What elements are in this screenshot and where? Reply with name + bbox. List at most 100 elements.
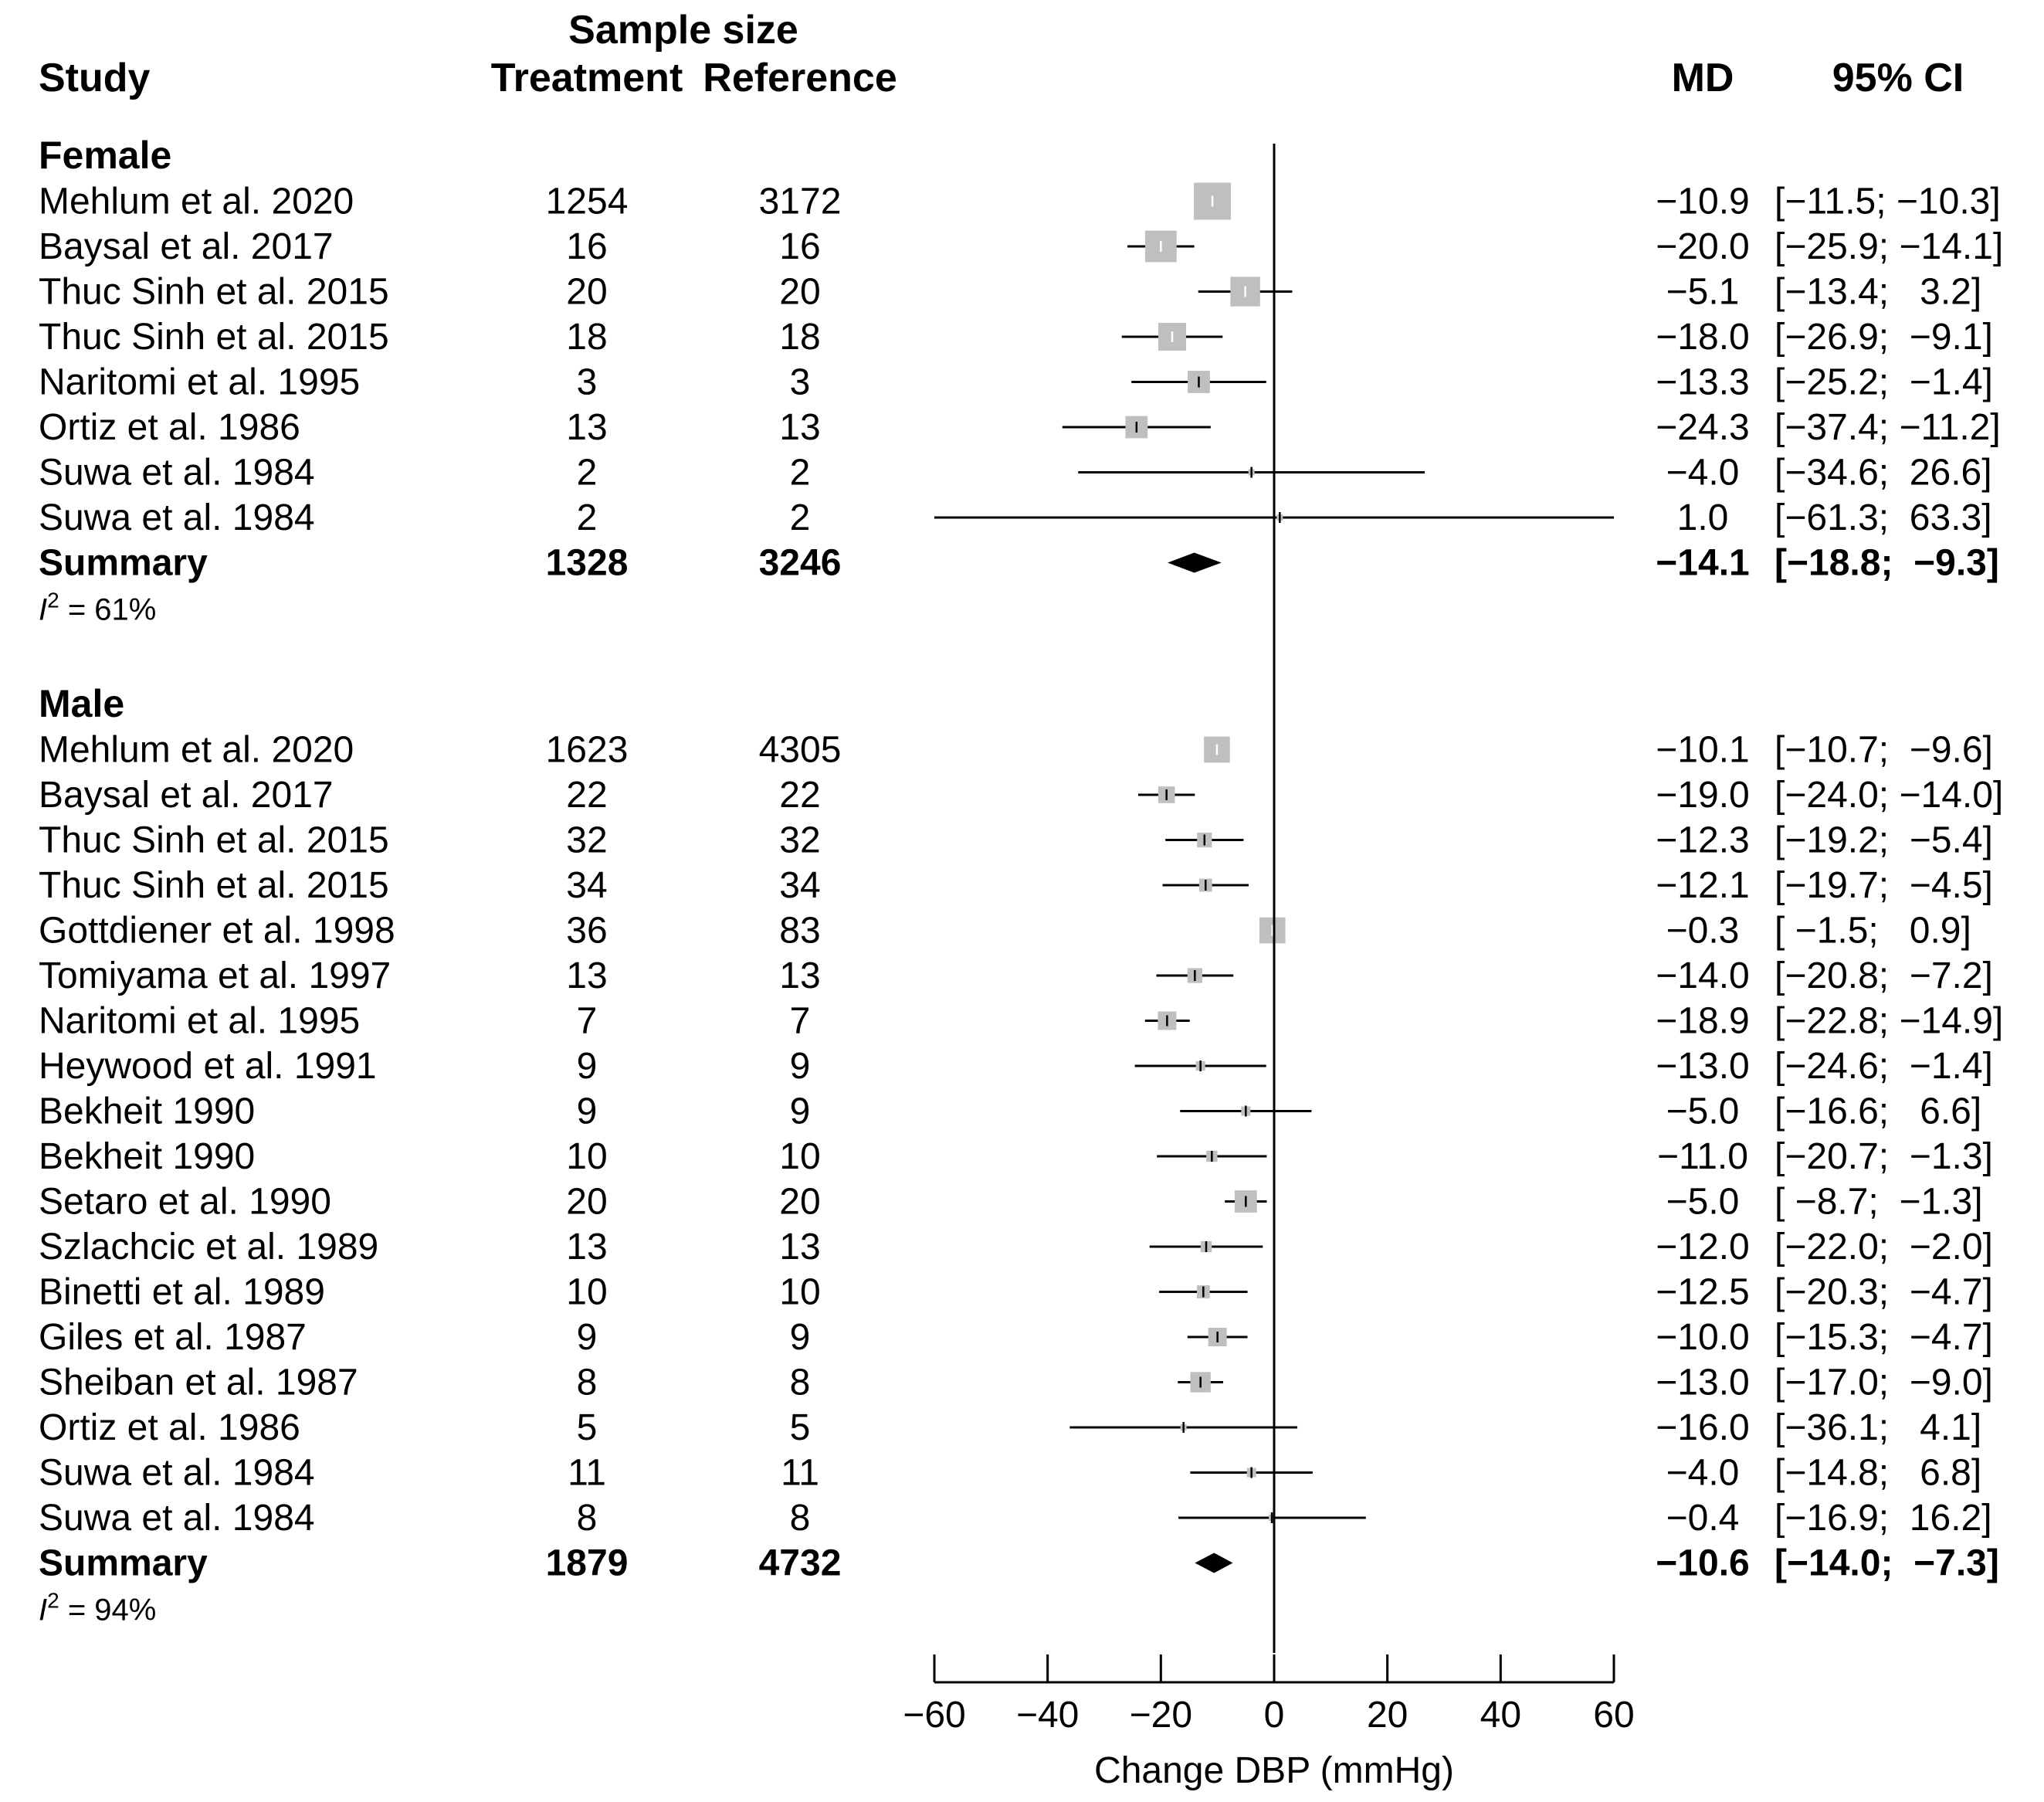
treatment-n: 9 bbox=[577, 1091, 598, 1132]
study-name: Sheiban et al. 1987 bbox=[39, 1363, 358, 1403]
md-value: −18.9 bbox=[1656, 1001, 1749, 1042]
treatment-n: 8 bbox=[577, 1363, 598, 1403]
treatment-n: 10 bbox=[566, 1272, 607, 1313]
reference-n: 3 bbox=[790, 362, 811, 403]
treatment-n: 18 bbox=[566, 317, 607, 358]
md-value: −11.0 bbox=[1657, 1136, 1748, 1177]
ci-value: [−37.4; −11.2] bbox=[1775, 407, 2001, 448]
x-tick-label: −20 bbox=[1130, 1695, 1192, 1736]
treatment-n: 20 bbox=[566, 1182, 607, 1223]
group-label: Female bbox=[39, 134, 171, 177]
ci-value: [−25.9; −14.1] bbox=[1775, 226, 2003, 267]
treatment-n: 10 bbox=[566, 1136, 607, 1177]
md-value: −0.4 bbox=[1666, 1498, 1740, 1539]
ci-value: [−19.2; −5.4] bbox=[1775, 820, 1993, 861]
study-name: Thuc Sinh et al. 2015 bbox=[39, 865, 389, 906]
treatment-n: 34 bbox=[566, 865, 607, 906]
reference-n: 10 bbox=[779, 1272, 820, 1313]
study-name: Suwa et al. 1984 bbox=[39, 1498, 315, 1539]
md-value: −10.1 bbox=[1656, 730, 1749, 771]
ci-value: [−34.6; 26.6] bbox=[1775, 453, 1992, 494]
ci-value: [−11.5; −10.3] bbox=[1775, 182, 2001, 222]
x-tick-label: −40 bbox=[1016, 1695, 1079, 1736]
treatment-n: 20 bbox=[566, 272, 607, 313]
md-value: −12.1 bbox=[1656, 865, 1749, 906]
md-value: −4.0 bbox=[1666, 453, 1740, 494]
x-axis-label: Change DBP (mmHg) bbox=[1094, 1750, 1454, 1791]
study-name: Binetti et al. 1989 bbox=[39, 1272, 325, 1313]
ci-value: [−24.0; −14.0] bbox=[1775, 775, 2003, 816]
x-tick-label: 20 bbox=[1367, 1695, 1408, 1736]
summary-md-value: −14.1 bbox=[1656, 543, 1749, 584]
header-treatment: Treatment bbox=[491, 56, 683, 100]
summary-treatment-n: 1879 bbox=[546, 1543, 629, 1584]
treatment-n: 2 bbox=[577, 453, 598, 494]
reference-n: 13 bbox=[779, 955, 820, 996]
treatment-n: 13 bbox=[566, 955, 607, 996]
treatment-n: 5 bbox=[577, 1407, 598, 1448]
md-value: −18.0 bbox=[1656, 317, 1749, 358]
ci-value: [−17.0; −9.0] bbox=[1775, 1363, 1993, 1403]
ci-value: [−26.9; −9.1] bbox=[1775, 317, 1993, 358]
treatment-n: 16 bbox=[566, 226, 607, 267]
reference-n: 7 bbox=[790, 1001, 811, 1042]
treatment-n: 8 bbox=[577, 1498, 598, 1539]
reference-n: 13 bbox=[779, 1227, 820, 1268]
treatment-n: 9 bbox=[577, 1046, 598, 1087]
header-reference: Reference bbox=[703, 56, 897, 100]
ci-value: [ −8.7; −1.3] bbox=[1775, 1182, 1983, 1223]
md-value: −13.3 bbox=[1656, 362, 1749, 403]
ci-value: [−10.7; −9.6] bbox=[1775, 730, 1993, 771]
reference-n: 20 bbox=[779, 1182, 820, 1223]
md-value: −13.0 bbox=[1656, 1363, 1749, 1403]
header-ci: 95% CI bbox=[1832, 56, 1964, 100]
reference-n: 9 bbox=[790, 1091, 811, 1132]
header-sample-size: Sample size bbox=[568, 8, 798, 53]
header-study: Study bbox=[39, 56, 151, 100]
header-md: MD bbox=[1672, 56, 1734, 100]
md-value: −4.0 bbox=[1666, 1453, 1740, 1494]
reference-n: 22 bbox=[779, 775, 820, 816]
ci-value: [−36.1; 4.1] bbox=[1775, 1407, 1981, 1448]
study-name: Thuc Sinh et al. 2015 bbox=[39, 820, 389, 861]
study-name: Bekheit 1990 bbox=[39, 1136, 255, 1177]
ci-value: [−24.6; −1.4] bbox=[1775, 1046, 1993, 1087]
ci-value: [−20.3; −4.7] bbox=[1775, 1272, 1993, 1313]
treatment-n: 36 bbox=[566, 911, 607, 952]
reference-n: 13 bbox=[779, 407, 820, 448]
md-value: −19.0 bbox=[1656, 775, 1749, 816]
reference-n: 83 bbox=[779, 911, 820, 952]
reference-n: 11 bbox=[781, 1453, 819, 1494]
reference-n: 2 bbox=[790, 497, 811, 538]
summary-diamond bbox=[1195, 1553, 1233, 1573]
reference-n: 9 bbox=[790, 1317, 811, 1358]
ci-value: [−22.8; −14.9] bbox=[1775, 1001, 2003, 1042]
md-value: −14.0 bbox=[1656, 955, 1749, 996]
ci-value: [−14.8; 6.8] bbox=[1775, 1453, 1981, 1494]
ci-value: [−22.0; −2.0] bbox=[1775, 1227, 1993, 1268]
ci-value: [−25.2; −1.4] bbox=[1775, 362, 1993, 403]
study-name: Thuc Sinh et al. 2015 bbox=[39, 272, 389, 313]
summary-ci-value: [−14.0; −7.3] bbox=[1775, 1543, 1999, 1584]
reference-n: 16 bbox=[779, 226, 820, 267]
study-name: Ortiz et al. 1986 bbox=[39, 407, 300, 448]
study-name: Bekheit 1990 bbox=[39, 1091, 255, 1132]
md-value: −10.0 bbox=[1656, 1317, 1749, 1358]
ci-value: [−20.8; −7.2] bbox=[1775, 955, 1993, 996]
md-value: −24.3 bbox=[1656, 407, 1749, 448]
treatment-n: 13 bbox=[566, 1227, 607, 1268]
ci-value: [−16.6; 6.6] bbox=[1775, 1091, 1981, 1132]
reference-n: 10 bbox=[779, 1136, 820, 1177]
study-name: Mehlum et al. 2020 bbox=[39, 182, 354, 222]
md-value: −16.0 bbox=[1656, 1407, 1749, 1448]
study-name: Naritomi et al. 1995 bbox=[39, 362, 360, 403]
study-name: Ortiz et al. 1986 bbox=[39, 1407, 300, 1448]
study-name: Suwa et al. 1984 bbox=[39, 497, 315, 538]
summary-reference-n: 4732 bbox=[759, 1543, 842, 1584]
treatment-n: 11 bbox=[568, 1453, 606, 1494]
study-name: Suwa et al. 1984 bbox=[39, 1453, 315, 1494]
heterogeneity-i2: I2 = 94% bbox=[39, 1589, 156, 1627]
ci-value: [−61.3; 63.3] bbox=[1775, 497, 1992, 538]
ci-value: [−15.3; −4.7] bbox=[1775, 1317, 1993, 1358]
treatment-n: 13 bbox=[566, 407, 607, 448]
